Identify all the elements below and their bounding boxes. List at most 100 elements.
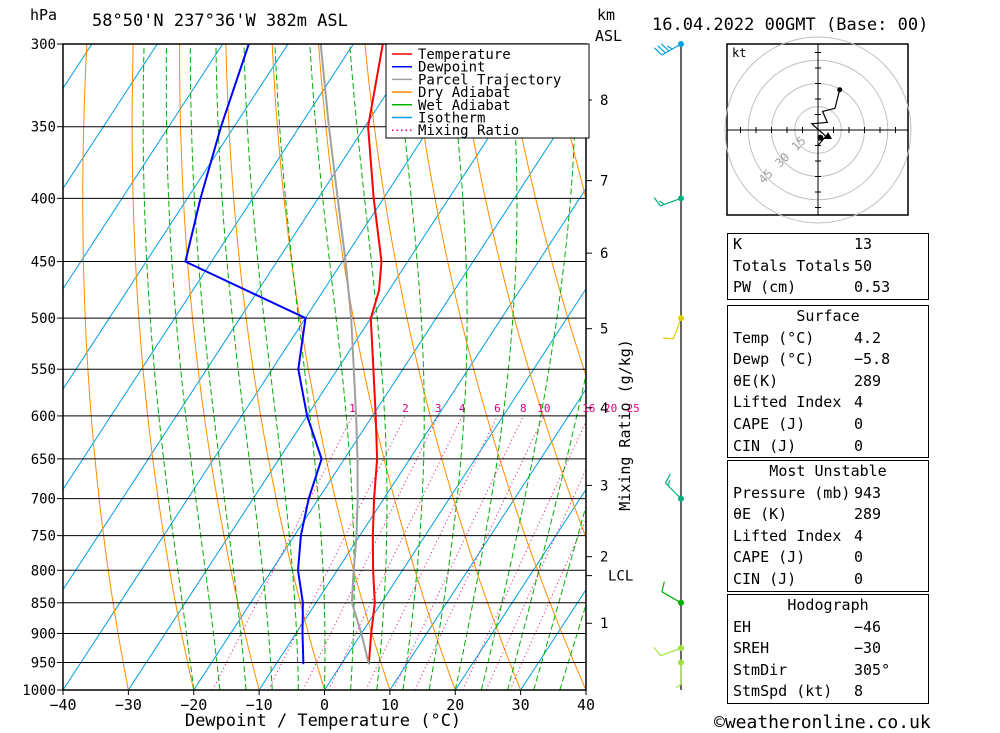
mixing-ratio-line [462, 420, 586, 690]
wind-barb-flag [653, 47, 663, 56]
wind-barb-flag [664, 473, 671, 484]
wet-adiabat-line [165, 44, 221, 690]
wind-barb-flag [659, 200, 665, 205]
surface-row: θE(K) 289 [733, 371, 882, 390]
indices-panel: K 13 Totals Totals 50 PW (cm) 0.53 [727, 233, 929, 300]
mixing-ratio-line [485, 468, 586, 690]
isotherm-line [324, 287, 586, 690]
temperature-tick-label: −10 [246, 696, 273, 714]
legend-label: Isotherm [418, 111, 485, 127]
asl-label: ASL [595, 27, 622, 45]
pressure-tick-label: 650 [31, 452, 56, 468]
wind-profile [653, 41, 684, 690]
mixing-ratio-lines [212, 415, 586, 690]
surface-row: Temp (°C) 4.2 [733, 328, 882, 347]
pressure-tick-label: 800 [31, 563, 56, 579]
mixing-ratio-label: 25 [626, 402, 639, 415]
pressure-tick-label: 900 [31, 626, 56, 642]
dry-adiabat-line [131, 44, 195, 690]
height-tick-label: 7 [600, 174, 608, 190]
dry-adiabat-line [503, 44, 586, 378]
temperature-axis: −40 −30 −20 −10 0 10 20 30 40 [49, 690, 595, 714]
wet-adiabat-line [215, 44, 273, 690]
mu-row: CIN (J) 0 [733, 569, 864, 588]
isobar-lines [63, 44, 586, 690]
km-label: km [597, 6, 615, 24]
dewpoint-line [184, 44, 323, 665]
mixing-ratio-line [392, 415, 524, 690]
temperature-tick-label: −20 [180, 696, 207, 714]
pressure-tick-label: 450 [31, 255, 56, 271]
mixing-ratio-line [267, 415, 406, 690]
surface-title: Surface [796, 307, 860, 325]
wind-barb-flag [653, 197, 661, 207]
isotherm-line [127, 44, 550, 690]
pressure-tick-label: 950 [31, 655, 56, 671]
pressure-tick-label: 1000 [22, 683, 56, 699]
temperature-tick-label: 30 [512, 696, 530, 714]
isotherm-line [63, 44, 289, 391]
mixing-ratio-label: 3 [435, 402, 442, 415]
hodograph-triangle [824, 132, 832, 139]
mu-row: Lifted Index 4 [733, 526, 864, 545]
lcl-label: LCL [608, 569, 633, 585]
mixing-ratio-label: 16 [582, 402, 595, 415]
legend-label: Wet Adiabat [418, 98, 511, 114]
mixing-ratio-labels: 1 2 3 4 6 8 10 16 20 25 [349, 402, 640, 415]
wind-barb-staff [660, 647, 682, 657]
height-tick-label: 1 [600, 616, 608, 632]
height-tick-label: 8 [600, 93, 608, 109]
index-value: 13 [854, 235, 873, 253]
hodo-row: StmDir 305° [733, 660, 891, 679]
wind-barb-flag [666, 45, 673, 50]
pressure-tick-label: 300 [31, 37, 56, 53]
temperature-tick-label: −30 [115, 696, 142, 714]
pressure-tick-label: 600 [31, 409, 56, 425]
pressure-tick-label: 500 [31, 311, 56, 327]
pressure-tick-label: 850 [31, 596, 56, 612]
pressure-tick-label: 550 [31, 362, 56, 378]
wet-adiabat-line [559, 603, 586, 690]
temperature-line [367, 44, 384, 665]
isotherm-line [63, 44, 158, 190]
x-axis-title: Dewpoint / Temperature (°C) [185, 711, 461, 731]
hodo-row: SREH −30 [733, 639, 882, 658]
wet-adiabat-line [395, 44, 425, 690]
wet-adiabat-line [349, 44, 388, 690]
height-axis: 1 2 3 4 5 6 7 8 LCL [586, 93, 633, 632]
mixing-ratio-line [212, 415, 353, 690]
profile-series [184, 44, 384, 665]
dry-adiabat-line [225, 44, 325, 690]
wind-barb-flag [667, 480, 671, 487]
pressure-tick-label: 750 [31, 529, 56, 545]
dry-adiabat-line [921, 44, 1000, 690]
wind-barb-flag [663, 337, 674, 340]
hodograph-ring [724, 36, 912, 224]
datetime-label: 16.04.2022 00GMT (Base: 00) [652, 15, 928, 35]
dry-adiabat-line [82, 44, 129, 690]
pressure-tick-label: 400 [31, 191, 56, 207]
wind-barb-staff [660, 197, 682, 207]
mu-row: CAPE (J) 0 [733, 548, 864, 567]
legend-label: Dewpoint [418, 60, 485, 76]
surface-panel: Surface Temp (°C) 4.2 Dewp (°C) −5.8 θE(K)… [727, 305, 929, 459]
pressure-axis: 300 350 400 450 500 550 600 650 700 750 800 850 900 9… [22, 37, 63, 699]
wind-barb-staff [672, 317, 682, 339]
height-tick-label: 4 [600, 401, 608, 417]
surface-row: Lifted Index 4 [733, 393, 864, 412]
wet-adiabat-line [243, 44, 299, 690]
wind-barb-staff [661, 43, 682, 56]
height-tick-label: 6 [600, 246, 608, 262]
index-row-pw: PW (cm) 0.53 [728, 277, 928, 299]
hodograph-stats-title: Hodograph [787, 596, 869, 614]
mixing-ratio-label: 2 [402, 402, 409, 415]
isotherm-line [389, 388, 586, 690]
surface-row: CIN (J) 0 [733, 436, 864, 455]
mixing-ratio-line [509, 518, 586, 690]
hodo-row: StmSpd (kt) 8 [733, 682, 864, 701]
mixing-ratio-line [365, 415, 498, 690]
index-row-totals: Totals Totals 50 [728, 256, 928, 278]
surface-row: Dewp (°C) −5.8 [733, 350, 891, 369]
legend-label: Temperature [418, 47, 511, 63]
